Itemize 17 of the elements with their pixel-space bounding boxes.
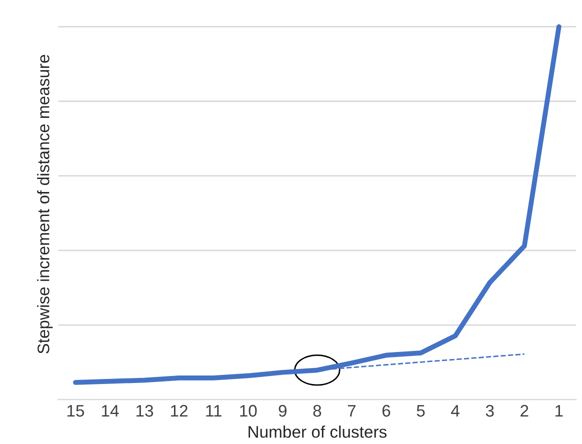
x-tick-label: 15	[67, 405, 84, 417]
x-tick-label: 2	[520, 404, 528, 417]
x-tick-label: 13	[136, 404, 154, 417]
x-tick-label: 14	[102, 405, 119, 417]
x-axis-title: Number of clusters	[248, 426, 387, 438]
x-tick-label: 5	[416, 405, 425, 417]
x-tick-label: 4	[451, 405, 460, 417]
x-tick-label: 1	[556, 405, 563, 417]
x-tick-label: 12	[171, 404, 188, 417]
x-tick-label: 6	[382, 404, 390, 417]
x-tick-label: 11	[206, 405, 222, 417]
x-tick-label: 8	[313, 404, 322, 417]
x-tick-label: 3	[486, 404, 494, 417]
y-axis-title: Stepwise increment of distance measure	[37, 54, 53, 354]
x-tick-label: 9	[278, 404, 287, 417]
x-tick-label: 10	[240, 404, 257, 417]
x-tick-label: 7	[348, 405, 356, 417]
